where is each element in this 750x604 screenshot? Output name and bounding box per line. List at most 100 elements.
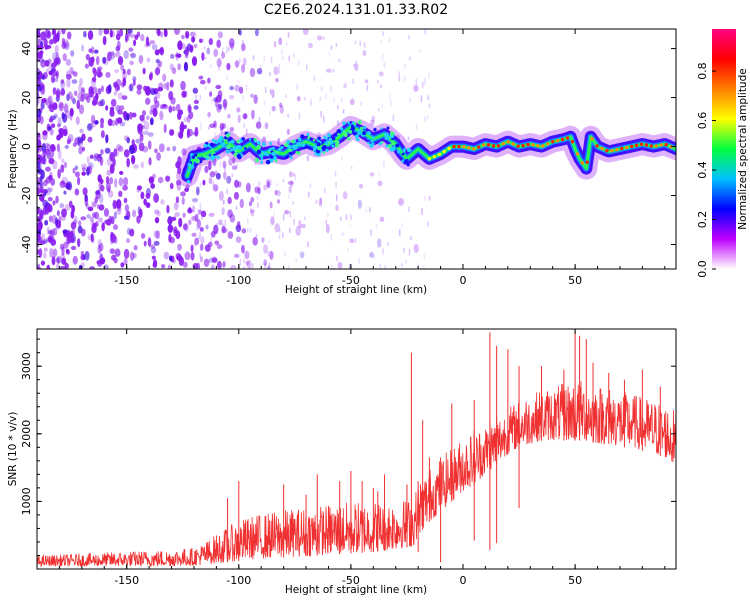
colorbar-tick-label: 0.0 bbox=[696, 260, 709, 278]
noise-speck bbox=[337, 262, 343, 269]
ridge-speck bbox=[190, 164, 195, 169]
noise-speck bbox=[158, 82, 164, 91]
noise-streak bbox=[330, 234, 333, 241]
noise-speck bbox=[42, 130, 48, 136]
noise-speck bbox=[47, 230, 53, 235]
noise-speck bbox=[70, 230, 74, 237]
ridge-peak bbox=[467, 146, 471, 150]
ridge-speck bbox=[352, 132, 356, 136]
ridge-speck bbox=[348, 129, 353, 134]
noise-speck bbox=[184, 251, 191, 261]
ridge-speck bbox=[216, 155, 220, 159]
noise-speck bbox=[138, 54, 144, 64]
noise-speck bbox=[247, 259, 252, 269]
noise-speck bbox=[213, 224, 219, 235]
noise-speck bbox=[96, 204, 100, 209]
ridge-speck bbox=[337, 132, 340, 136]
noise-speck bbox=[89, 266, 95, 269]
noise-speck bbox=[80, 94, 85, 102]
noise-streak bbox=[219, 262, 222, 266]
noise-speck bbox=[157, 29, 161, 37]
noise-streak bbox=[224, 165, 226, 172]
noise-speck bbox=[325, 68, 332, 73]
ridge-speck bbox=[380, 127, 383, 130]
noise-speck bbox=[189, 44, 194, 52]
noise-streak bbox=[199, 202, 202, 210]
noise-speck bbox=[177, 40, 183, 51]
noise-streak bbox=[421, 81, 424, 89]
noise-speck bbox=[44, 219, 49, 226]
spectrogram-x-ticks: -150 -100 -50 0 50 bbox=[36, 29, 666, 287]
noise-speck bbox=[183, 90, 188, 98]
noise-speck bbox=[44, 44, 49, 50]
noise-streak bbox=[409, 236, 412, 241]
x-tick-label: 50 bbox=[568, 274, 582, 287]
noise-speck bbox=[56, 210, 60, 217]
noise-speck bbox=[47, 58, 52, 64]
noise-speck bbox=[289, 171, 293, 178]
noise-speck bbox=[105, 134, 109, 144]
noise-speck bbox=[37, 248, 40, 254]
noise-streak bbox=[263, 100, 266, 106]
spectrogram-panel: -150 -100 -50 0 50 -40 -20 0 20 40 Height of str… bbox=[7, 28, 677, 296]
noise-streak bbox=[257, 202, 259, 208]
noise-speck bbox=[113, 257, 118, 264]
noise-speck bbox=[239, 86, 244, 94]
noise-streak bbox=[307, 241, 309, 248]
noise-speck bbox=[109, 29, 113, 38]
noise-speck bbox=[116, 29, 120, 36]
noise-streak bbox=[403, 76, 406, 82]
noise-speck bbox=[124, 32, 129, 43]
noise-speck bbox=[97, 87, 102, 95]
ridge-speck bbox=[253, 140, 257, 143]
noise-speck bbox=[47, 125, 52, 131]
ridge-speck bbox=[395, 143, 400, 148]
ridge-peak bbox=[491, 144, 496, 148]
noise-speck bbox=[286, 128, 291, 135]
noise-speck bbox=[147, 132, 154, 137]
noise-speck bbox=[200, 236, 205, 244]
noise-speck bbox=[148, 176, 155, 183]
noise-speck bbox=[145, 97, 151, 105]
noise-speck bbox=[190, 31, 196, 37]
noise-speck bbox=[81, 163, 87, 169]
noise-speck bbox=[84, 196, 89, 207]
ridge-speck bbox=[229, 148, 233, 152]
noise-streak bbox=[199, 122, 202, 130]
noise-speck bbox=[45, 100, 49, 106]
noise-speck bbox=[37, 35, 41, 44]
ridge-peak bbox=[481, 143, 486, 147]
noise-speck bbox=[198, 209, 202, 215]
noise-speck bbox=[100, 123, 104, 129]
noise-speck bbox=[213, 48, 219, 58]
noise-speck bbox=[112, 199, 117, 210]
noise-streak bbox=[428, 72, 430, 79]
y-tick-label: 1000 bbox=[20, 487, 33, 515]
noise-speck bbox=[68, 235, 75, 243]
noise-streak bbox=[428, 196, 431, 201]
noise-streak bbox=[277, 139, 280, 146]
noise-speck bbox=[62, 42, 68, 48]
ridge-speck bbox=[396, 149, 401, 154]
noise-speck bbox=[47, 187, 54, 193]
noise-streak bbox=[327, 212, 329, 218]
noise-speck bbox=[99, 156, 104, 166]
ridge-speck bbox=[265, 159, 271, 165]
noise-speck bbox=[77, 136, 81, 147]
noise-streak bbox=[197, 236, 200, 241]
noise-speck bbox=[237, 114, 241, 123]
noise-speck bbox=[167, 224, 174, 233]
noise-streak bbox=[250, 207, 252, 214]
noise-speck bbox=[152, 107, 158, 118]
noise-speck bbox=[39, 116, 44, 125]
ridge-peak bbox=[521, 143, 525, 148]
noise-speck bbox=[165, 175, 171, 182]
ridge-speck bbox=[342, 121, 346, 126]
noise-speck bbox=[154, 217, 160, 224]
noise-speck bbox=[61, 37, 66, 44]
ridge-speck bbox=[199, 160, 203, 164]
ridge-speck bbox=[370, 139, 374, 143]
noise-streak bbox=[254, 162, 257, 166]
noise-speck bbox=[116, 143, 122, 151]
noise-speck bbox=[45, 68, 50, 74]
